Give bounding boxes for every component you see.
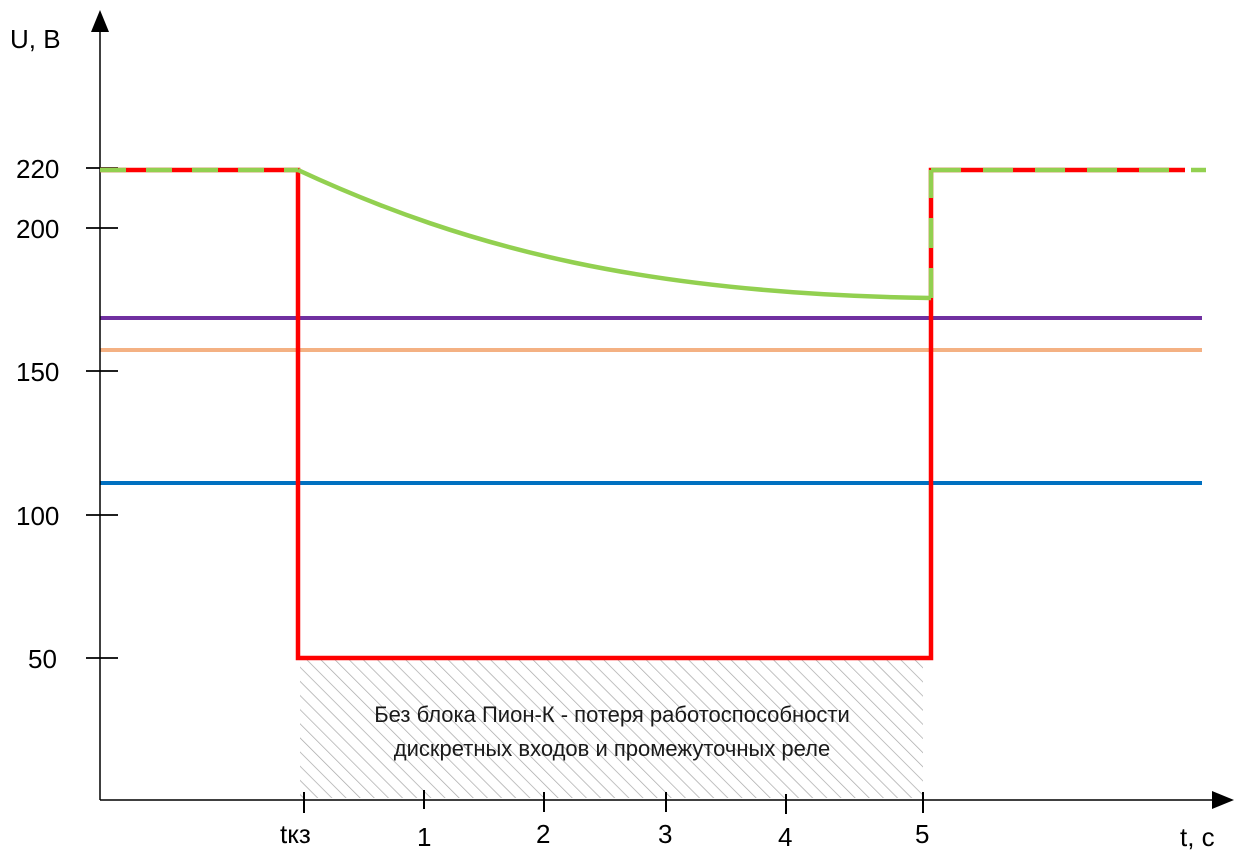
x-ticks	[303, 790, 924, 814]
y-tick-label-150: 150	[16, 357, 59, 387]
hatched-failure-region	[300, 660, 923, 798]
x-tick-label-1: 1	[417, 822, 431, 850]
y-axis-arrow	[91, 10, 109, 32]
y-axis-label: U, В	[10, 24, 61, 54]
green-voltage-curve	[297, 167, 932, 301]
red-voltage-series	[100, 167, 1185, 661]
y-tick-label-100: 100	[16, 501, 59, 531]
x-tick-label-tkz: tкз	[280, 819, 311, 849]
x-tick-label-3: 3	[658, 819, 672, 849]
x-axis-label: t, с	[1180, 822, 1215, 850]
y-ticks	[86, 167, 118, 659]
annotation-line-2: дискретных входов и промежуточных реле	[394, 736, 831, 761]
x-tick-label-2: 2	[536, 819, 550, 849]
y-tick-label-200: 200	[16, 214, 59, 244]
annotation-line-1: Без блока Пион-К - потеря работоспособно…	[374, 702, 850, 727]
y-tick-label-220: 220	[16, 154, 59, 184]
x-axis-arrow	[1212, 791, 1234, 809]
x-tick-label-4: 4	[778, 822, 792, 850]
x-tick-label-5: 5	[915, 819, 929, 849]
y-tick-label-50: 50	[28, 644, 57, 674]
